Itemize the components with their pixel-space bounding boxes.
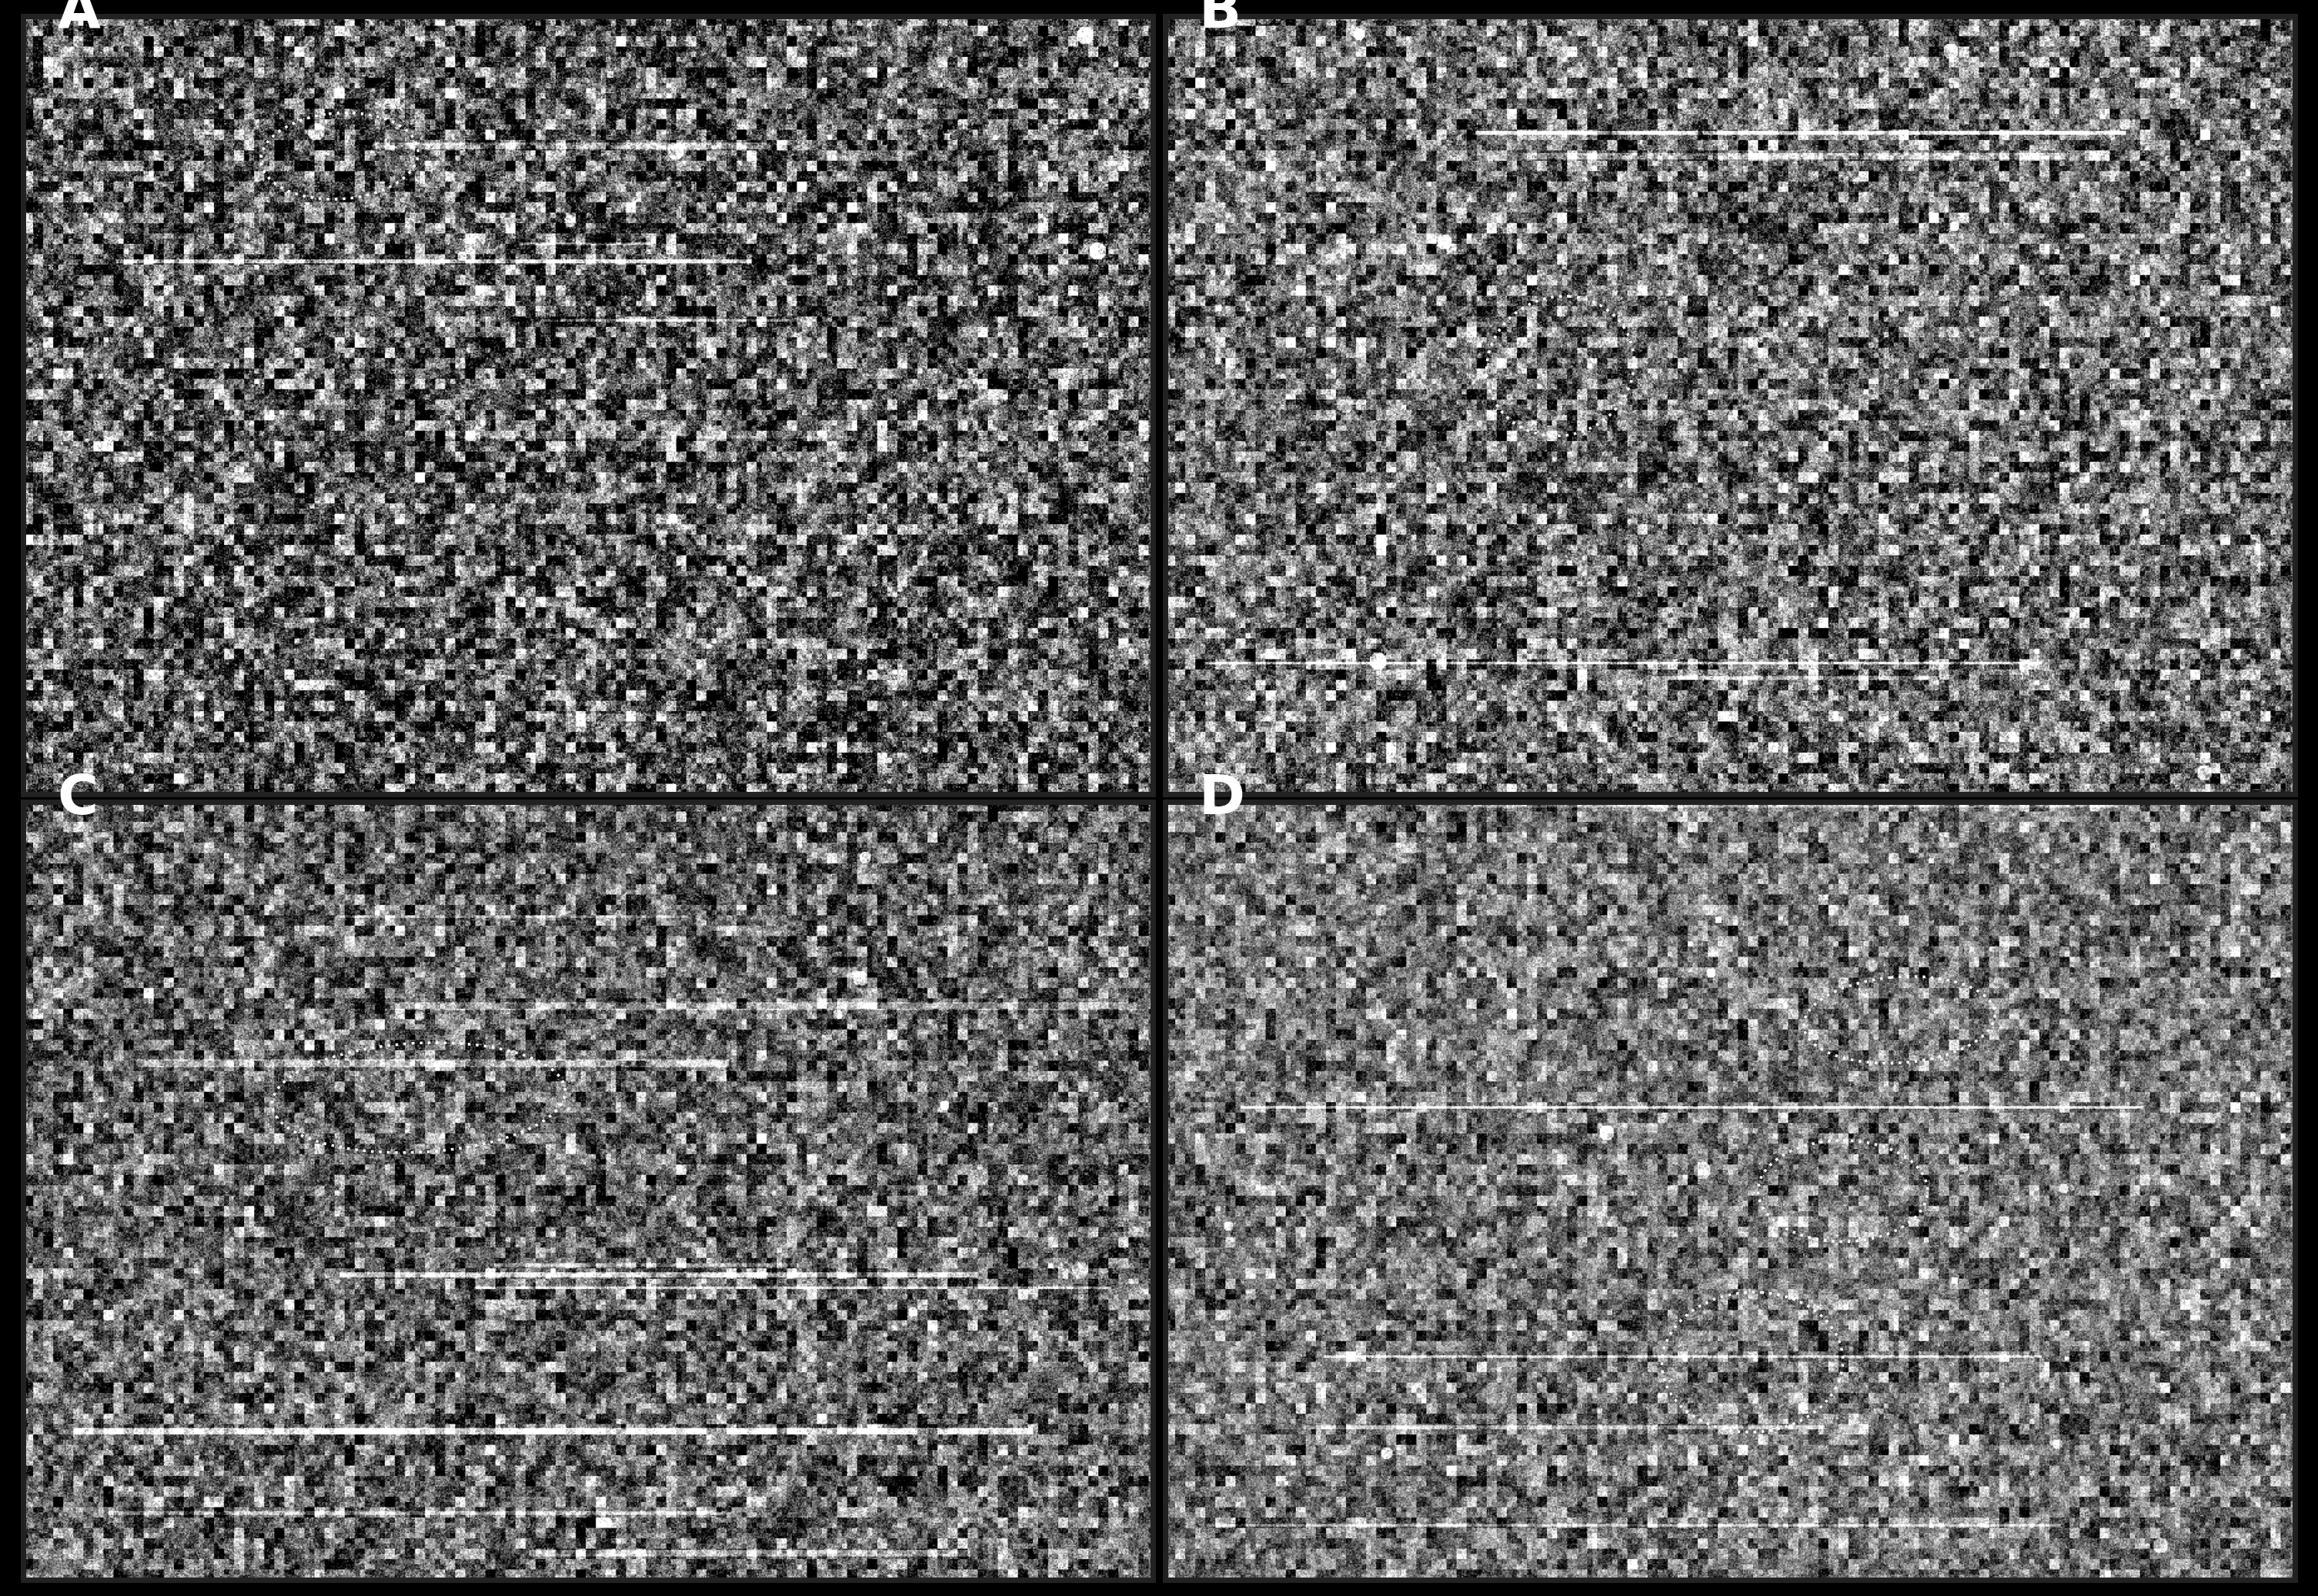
Text: C: C xyxy=(58,772,97,825)
Text: B: B xyxy=(1198,0,1240,40)
Text: D: D xyxy=(1198,772,1245,825)
Text: A: A xyxy=(58,0,100,40)
